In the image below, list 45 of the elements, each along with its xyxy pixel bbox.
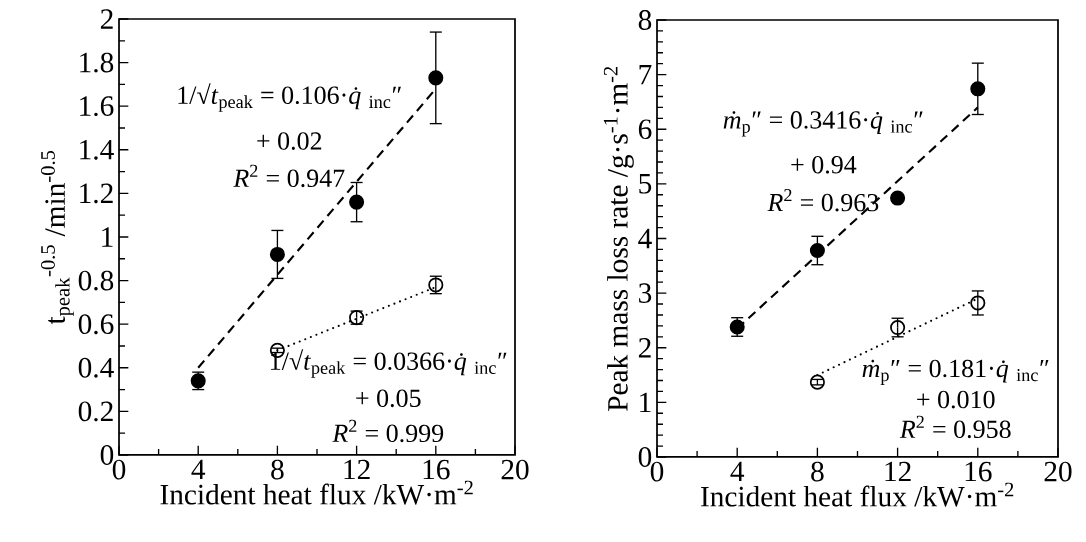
x-axis-title: Incident heat flux /kW·m$^{-2}$: [701, 482, 1014, 507]
y-tick-label: 6: [638, 119, 652, 140]
y-tick-label: 4: [638, 228, 652, 249]
x-tick-label: 4: [730, 461, 745, 481]
annotation: + 0.94: [791, 155, 857, 174]
annotation: R$^{2}$ = 0.999: [332, 419, 444, 443]
x-axis-title: Incident heat flux /kW·m$^{-2}$: [160, 480, 473, 505]
y-tick-label: 1.2: [80, 183, 113, 204]
x-tick-label: 12: [344, 459, 370, 480]
y-tick-label: 1.8: [80, 52, 114, 73]
y-tick-label: 8: [638, 10, 652, 30]
y-tick-label: 1.6: [80, 96, 114, 117]
y-tick-label: 1.4: [80, 139, 114, 160]
y-tick-label: 2: [100, 9, 113, 29]
annotation: R$^{2}$ = 0.947: [233, 164, 345, 188]
annotation: 1/√t$_{peak}$ = 0.0366·q̇$_{inc}$″: [270, 349, 507, 378]
annotation: + 0.02: [257, 132, 322, 150]
annotation: ṁ$_{p}$″ = 0.181·q̇$_{inc}$″: [862, 359, 1049, 385]
x-tick-label: 8: [811, 461, 824, 482]
annotation: + 0.05: [356, 389, 421, 408]
y-tick-label: 0.8: [78, 270, 114, 291]
y-tick-label: 0.2: [78, 401, 113, 422]
x-tick-label: 20: [1044, 461, 1072, 482]
x-tick-label: 16: [423, 459, 450, 480]
y-tick-label: 1: [102, 227, 113, 247]
annotation: R$^{2}$ = 0.958: [899, 415, 1011, 439]
x-tick-label: 4: [191, 459, 206, 479]
x-tick-label: 8: [271, 459, 284, 480]
y-tick-label: 7: [639, 65, 652, 85]
y-tick-label: 5: [639, 174, 652, 194]
y-tick-label: 0.6: [78, 314, 114, 335]
y-tick-label: 0: [100, 445, 114, 465]
y-tick-label: 1: [640, 392, 651, 413]
y-axis-title: Peak mass loss rate /g·s$^{-1}$·m$^{-2}$: [603, 66, 634, 412]
annotation: ṁ$_{p}$″ = 0.3416·q̇$_{inc}$″: [723, 111, 923, 137]
annotation: R$^{2}$ = 0.963: [767, 189, 879, 212]
y-tick-label: 2: [638, 338, 651, 358]
y-axis-title: t$_{peak}$$^{-0.5}$ /min$^{-0.5}$: [41, 150, 74, 325]
y-tick-label: 0.4: [78, 357, 114, 378]
x-tick-label: 20: [501, 459, 529, 480]
x-tick-label: 12: [885, 461, 911, 482]
y-tick-label: 3: [639, 283, 652, 303]
annotation: 1/√t$_{peak}$ = 0.106·q̇$_{inc}$″: [178, 83, 401, 112]
x-tick-label: 16: [965, 461, 992, 482]
annotation: + 0.010: [917, 390, 995, 409]
